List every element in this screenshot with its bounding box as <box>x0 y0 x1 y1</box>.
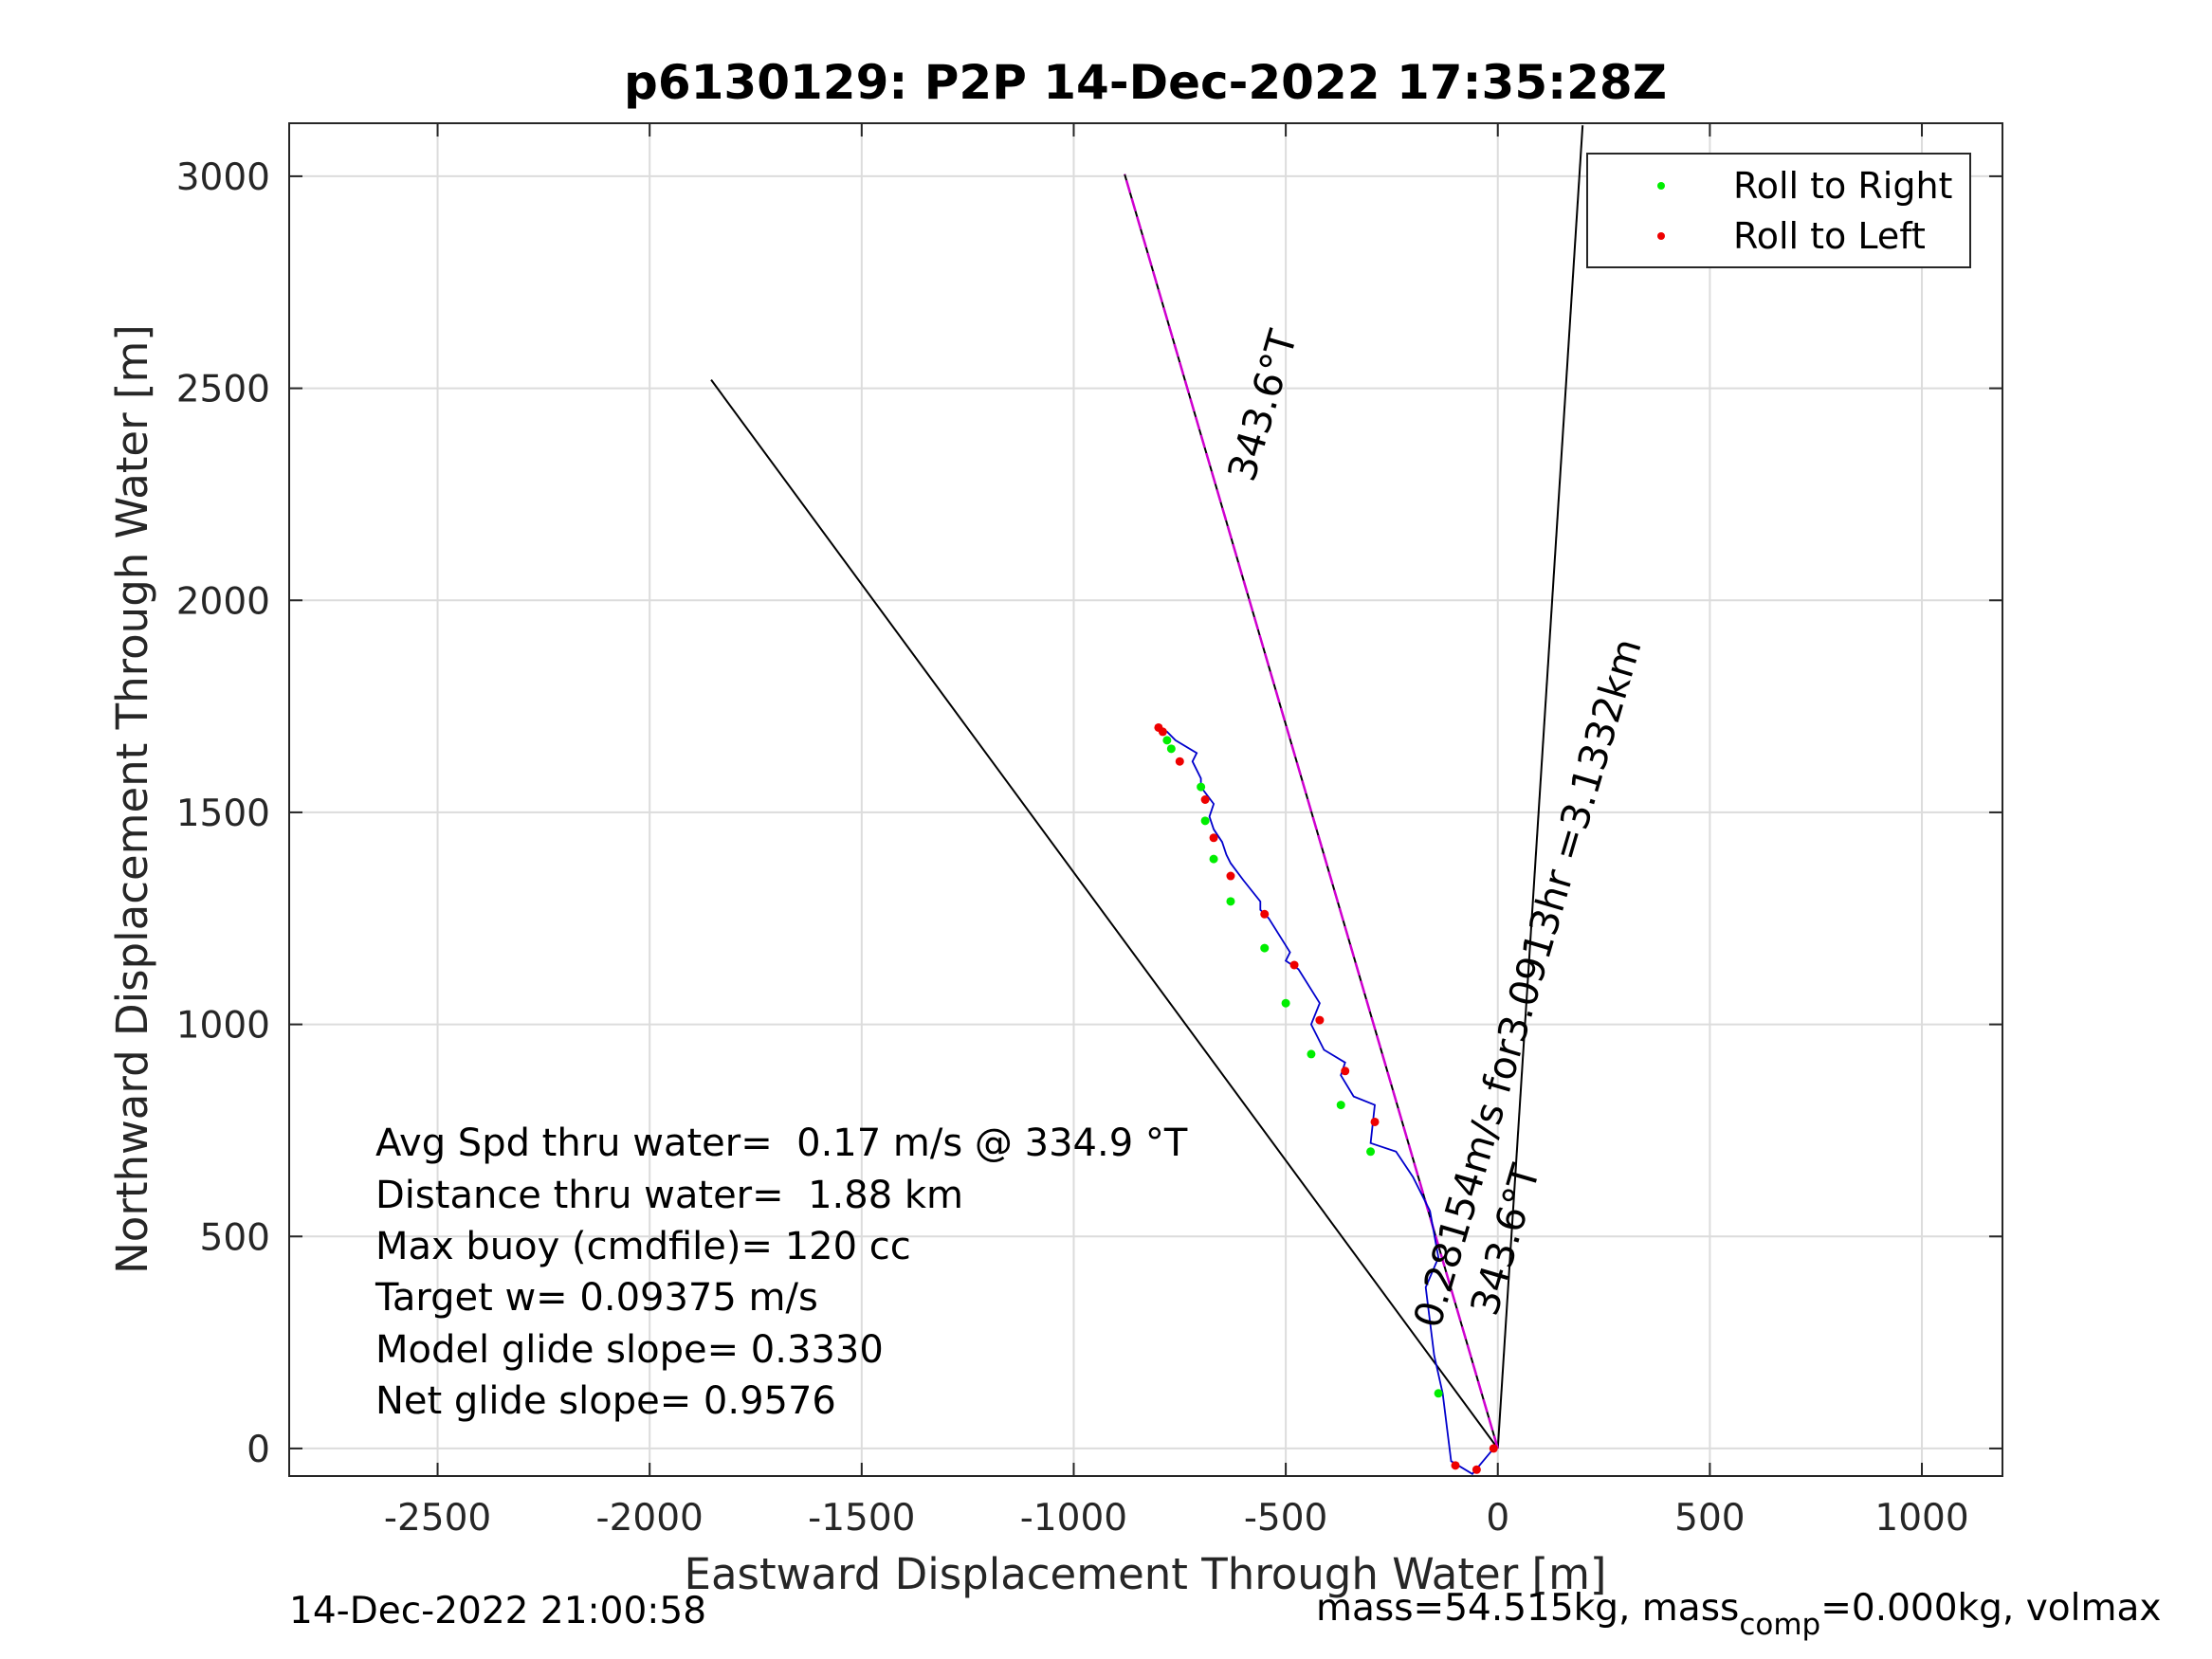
x-tick-label: 1000 <box>1874 1497 1968 1540</box>
guide-line <box>710 379 1499 1449</box>
roll-left-point <box>1289 960 1299 970</box>
roll-right-point <box>1260 943 1270 953</box>
roll-right-point <box>1162 736 1172 745</box>
axis-ticks: -2500 -2000 -1500 -1000 -500 0 500 1000 0 500 1000… <box>176 123 2002 1540</box>
roll-right-point <box>1226 897 1235 906</box>
legend-label-roll-left: Roll to Left <box>1733 215 1926 257</box>
footer-timestamp: 14-Dec-2022 21:00:58 <box>289 1590 706 1632</box>
x-tick-label: 0 <box>1486 1497 1509 1540</box>
y-tick-label: 1000 <box>176 1005 270 1048</box>
footer-mass-prefix: mass=54.515kg, mass <box>1316 1587 1739 1630</box>
x-tick-label: 500 <box>1674 1497 1745 1540</box>
roll-left-point <box>1260 909 1270 919</box>
legend-box <box>1586 153 1971 268</box>
legend-marker-roll-right <box>1657 182 1665 190</box>
roll-left-point <box>1451 1461 1460 1470</box>
chart-title: p6130129: P2P 14-Dec-2022 17:35:28Z <box>624 55 1667 110</box>
roll-right-point <box>1336 1101 1345 1110</box>
roll-right-point <box>1197 782 1206 792</box>
x-tick-label: -500 <box>1244 1497 1328 1540</box>
stat-net-glide: Net glide slope= 0.9576 <box>375 1379 836 1423</box>
roll-right-point <box>1366 1147 1376 1157</box>
x-tick-label: -1500 <box>808 1497 915 1540</box>
stat-model-glide: Model glide slope= 0.3330 <box>375 1328 884 1372</box>
y-tick-label: 3000 <box>176 156 270 199</box>
roll-left-point <box>1370 1117 1380 1126</box>
plot-layer <box>710 125 1584 1475</box>
roll-right-point <box>1281 998 1290 1008</box>
roll-left-point <box>1472 1465 1481 1474</box>
stats-block: Avg Spd thru water= 0.17 m/s @ 334.9 °T … <box>375 1121 1188 1423</box>
legend-label-roll-right: Roll to Right <box>1733 165 1952 207</box>
x-tick-label: -2500 <box>384 1497 491 1540</box>
y-tick-label: 1500 <box>176 793 270 835</box>
y-axis-label: Northward Displacement Through Water [m] <box>107 324 157 1274</box>
plot-area-frame <box>288 122 2003 1477</box>
stat-avg-speed: Avg Spd thru water= 0.17 m/s @ 334.9 °T <box>375 1121 1188 1165</box>
x-tick-label: -2000 <box>596 1497 704 1540</box>
y-tick-label: 2500 <box>176 369 270 411</box>
roll-left-point <box>1175 757 1184 766</box>
roll-left-point <box>1226 871 1235 881</box>
stat-max-buoy: Max buoy (cmdfile)= 120 cc <box>375 1225 911 1268</box>
roll-right-point <box>1166 744 1176 754</box>
roll-left-point <box>1489 1444 1498 1453</box>
legend-marker-roll-left <box>1657 232 1665 240</box>
stat-target-w: Target w= 0.09375 m/s <box>375 1276 818 1320</box>
roll-left-point <box>1315 1015 1325 1025</box>
x-tick-label: -1000 <box>1020 1497 1127 1540</box>
footer-mass-suffix: =0.000kg, volmax <box>1820 1587 2161 1630</box>
y-tick-label: 2000 <box>176 580 270 623</box>
roll-right-point <box>1307 1049 1316 1059</box>
stat-distance: Distance thru water= 1.88 km <box>375 1174 963 1217</box>
grid <box>289 123 2002 1476</box>
roll-left-point <box>1200 795 1210 804</box>
roll-left-point <box>1154 722 1163 732</box>
x-axis-label: Eastward Displacement Through Water [m] <box>685 1549 1607 1599</box>
footer-mass-sub: comp <box>1739 1608 1820 1642</box>
roll-right-point <box>1200 816 1210 826</box>
roll-right-point <box>1209 854 1218 864</box>
legend: Roll to Right Roll to Left <box>1586 153 1971 268</box>
roll-left-point <box>1209 833 1218 843</box>
footer-mass: mass=54.515kg, masscomp=0.000kg, volmax <box>1316 1587 2161 1642</box>
y-tick-label: 500 <box>200 1216 270 1259</box>
y-tick-label: 0 <box>247 1429 270 1471</box>
guide-line <box>1496 125 1584 1449</box>
heading-line <box>1123 173 1499 1449</box>
roll-left-point <box>1341 1066 1350 1076</box>
plot-clip-group <box>710 125 1584 1475</box>
roll-right-point <box>1434 1389 1443 1398</box>
